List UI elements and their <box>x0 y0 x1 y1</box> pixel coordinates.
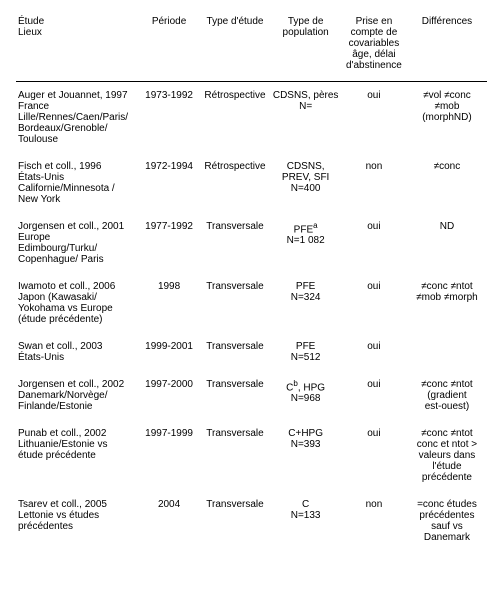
table-row: Tsarev et coll., 2005Lettonie vs étudesp… <box>16 491 487 551</box>
cell-period: 1999-2001 <box>138 333 199 371</box>
cell-population: PFEaN=1 082 <box>270 213 341 273</box>
cell-population: CDSNS, pèresN= <box>270 82 341 154</box>
header-row: Étude Lieux Période Type d'étude Type de… <box>16 12 487 82</box>
cell-type: Rétrospective <box>200 82 271 154</box>
cell-differences: ND <box>407 213 487 273</box>
cell-population: PFEN=512 <box>270 333 341 371</box>
cell-period: 1997-2000 <box>138 371 199 420</box>
table-row: Jorgensen et coll., 2001EuropeEdimbourg/… <box>16 213 487 273</box>
cell-study: Punab et coll., 2002Lithuanie/Estonie vs… <box>16 420 138 491</box>
cell-population: CN=133 <box>270 491 341 551</box>
cell-covariates: non <box>341 491 407 551</box>
cell-covariates: oui <box>341 371 407 420</box>
cell-type: Rétrospective <box>200 153 271 213</box>
cell-period: 1998 <box>138 273 199 333</box>
cell-covariates: non <box>341 153 407 213</box>
cell-type: Transversale <box>200 273 271 333</box>
header-period: Période <box>138 12 199 82</box>
table-row: Fisch et coll., 1996États-UnisCalifornie… <box>16 153 487 213</box>
table-row: Punab et coll., 2002Lithuanie/Estonie vs… <box>16 420 487 491</box>
studies-table: Étude Lieux Période Type d'étude Type de… <box>16 12 487 551</box>
cell-type: Transversale <box>200 371 271 420</box>
table-row: Iwamoto et coll., 2006Japon (Kawasaki/Yo… <box>16 273 487 333</box>
cell-period: 1973-1992 <box>138 82 199 154</box>
header-population: Type de population <box>270 12 341 82</box>
header-covariates: Prise en compte de covariables âge, déla… <box>341 12 407 82</box>
cell-covariates: oui <box>341 420 407 491</box>
cell-differences: ≠conc <box>407 153 487 213</box>
cell-period: 1977-1992 <box>138 213 199 273</box>
cell-type: Transversale <box>200 420 271 491</box>
cell-population: Cb, HPGN=968 <box>270 371 341 420</box>
table-row: Auger et Jouannet, 1997FranceLille/Renne… <box>16 82 487 154</box>
cell-differences: ≠conc ≠ntot(gradientest-ouest) <box>407 371 487 420</box>
table-row: Swan et coll., 2003États-Unis1999-2001Tr… <box>16 333 487 371</box>
cell-covariates: oui <box>341 82 407 154</box>
cell-differences: =conc étudesprécédentessauf vsDanemark <box>407 491 487 551</box>
header-type: Type d'étude <box>200 12 271 82</box>
cell-study: Iwamoto et coll., 2006Japon (Kawasaki/Yo… <box>16 273 138 333</box>
cell-differences <box>407 333 487 371</box>
header-study: Étude Lieux <box>16 12 138 82</box>
cell-population: C+HPGN=393 <box>270 420 341 491</box>
cell-study: Jorgensen et coll., 2002Danemark/Norvège… <box>16 371 138 420</box>
cell-type: Transversale <box>200 491 271 551</box>
cell-study: Fisch et coll., 1996États-UnisCalifornie… <box>16 153 138 213</box>
cell-period: 1997-1999 <box>138 420 199 491</box>
cell-differences: ≠vol ≠conc≠mob(morphND) <box>407 82 487 154</box>
cell-covariates: oui <box>341 273 407 333</box>
cell-type: Transversale <box>200 213 271 273</box>
cell-type: Transversale <box>200 333 271 371</box>
cell-population: PFEN=324 <box>270 273 341 333</box>
table-row: Jorgensen et coll., 2002Danemark/Norvège… <box>16 371 487 420</box>
cell-study: Auger et Jouannet, 1997FranceLille/Renne… <box>16 82 138 154</box>
cell-differences: ≠conc ≠ntotconc et ntot >valeurs dansl'é… <box>407 420 487 491</box>
cell-differences: ≠conc ≠ntot≠mob ≠morph <box>407 273 487 333</box>
cell-covariates: oui <box>341 213 407 273</box>
cell-study: Tsarev et coll., 2005Lettonie vs étudesp… <box>16 491 138 551</box>
header-differences: Différences <box>407 12 487 82</box>
cell-population: CDSNS,PREV, SFIN=400 <box>270 153 341 213</box>
cell-study: Jorgensen et coll., 2001EuropeEdimbourg/… <box>16 213 138 273</box>
cell-period: 2004 <box>138 491 199 551</box>
cell-period: 1972-1994 <box>138 153 199 213</box>
cell-study: Swan et coll., 2003États-Unis <box>16 333 138 371</box>
cell-covariates: oui <box>341 333 407 371</box>
